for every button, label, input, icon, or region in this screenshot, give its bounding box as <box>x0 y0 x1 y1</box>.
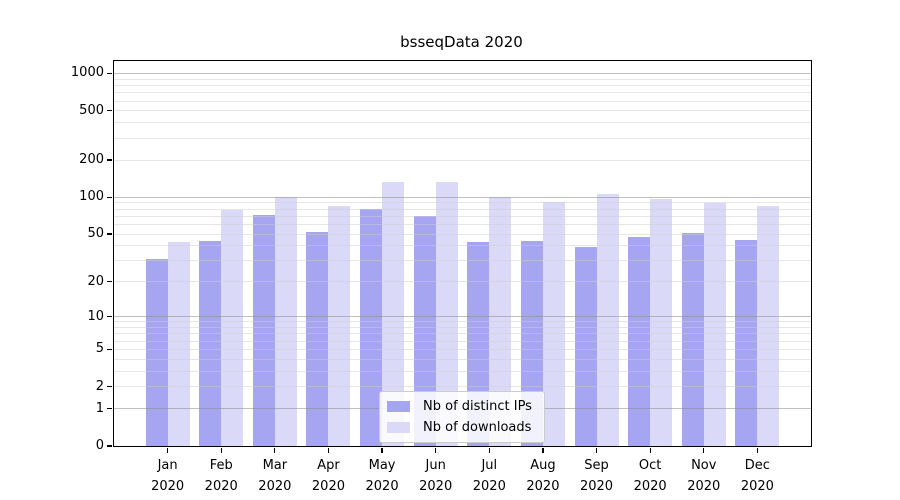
y-tick-label: 100 <box>79 189 104 205</box>
y-tick-mark <box>107 386 112 388</box>
y-tick-label: 0 <box>95 438 104 453</box>
x-tick-mark <box>274 447 276 453</box>
axes-layer: 1000 500 200 100 50 20 10 5 2 1 0 Jan 2020 Feb 2020 Mar… <box>71 61 811 494</box>
y-tick-mark <box>107 196 112 198</box>
x-tick-year: 2020 <box>365 479 399 494</box>
x-tick-year: 2020 <box>740 479 774 494</box>
y-tick-label: 2 <box>95 378 104 394</box>
x-tick-mark <box>327 447 330 453</box>
x-tick-year: 2020 <box>258 479 292 494</box>
x-tick-month: Apr <box>317 458 340 473</box>
bar-distinct-ips-mar <box>252 214 275 446</box>
y-tick-label: 50 <box>87 226 104 241</box>
y-tick-label: 200 <box>79 152 104 168</box>
y-tick-label: 500 <box>79 102 104 118</box>
y-tick-label: 20 <box>87 273 104 289</box>
x-tick-month: Jul <box>481 458 498 473</box>
x-tick-label: Nov 2020 <box>672 455 736 497</box>
bar-distinct-ips-jan <box>145 259 168 446</box>
bar-distinct-ips-nov <box>681 232 704 446</box>
x-tick-mark <box>595 447 598 453</box>
x-tick-mark <box>381 447 383 453</box>
x-tick-month: Aug <box>530 458 556 473</box>
x-tick-mark <box>542 447 544 453</box>
y-tick-mark <box>107 233 112 235</box>
legend: Nb of distinct IPs Nb of downloads <box>379 391 545 443</box>
y-tick-mark <box>107 159 112 161</box>
x-tick-month: Feb <box>209 458 233 473</box>
legend-swatch-distinct-ips-icon <box>387 401 410 412</box>
x-tick-month: Nov <box>691 458 717 473</box>
x-tick-year: 2020 <box>311 479 345 494</box>
bar-downloads-dec <box>757 206 780 446</box>
legend-item-distinct-ips: Nb of distinct IPs <box>387 396 532 417</box>
legend-label-distinct-ips: Nb of distinct IPs <box>423 399 532 414</box>
x-tick-mark <box>756 447 759 453</box>
y-tick-mark <box>107 316 112 318</box>
bar-distinct-ips-apr <box>306 231 329 446</box>
legend-swatch-downloads-icon <box>387 422 410 433</box>
bar-downloads-may <box>382 181 405 446</box>
x-tick-year: 2020 <box>687 479 721 494</box>
y-tick-mark <box>107 348 112 351</box>
x-tick-mark <box>435 447 437 453</box>
plot-area: 1000 500 200 100 50 20 10 5 2 1 0 Jan 2020 Feb 2020 Mar… <box>71 60 812 494</box>
bar-downloads-nov <box>703 202 726 446</box>
x-tick-month: Oct <box>638 458 662 473</box>
x-tick-month: Jun <box>425 458 446 473</box>
x-tick-label: May 2020 <box>350 455 414 497</box>
bar-distinct-ips-dec <box>735 239 758 446</box>
x-tick-year: 2020 <box>419 479 453 494</box>
x-tick-year: 2020 <box>151 479 185 494</box>
x-tick-mark <box>649 447 651 453</box>
x-tick-month: Dec <box>744 458 770 473</box>
y-tick-mark <box>107 281 112 283</box>
y-tick-label: 1 <box>95 400 104 416</box>
x-tick-year: 2020 <box>633 479 667 494</box>
x-tick-label: Oct 2020 <box>618 455 682 497</box>
bar-downloads-aug <box>542 202 565 446</box>
bar-downloads-sep <box>596 193 619 446</box>
y-tick-label: 1000 <box>70 65 104 81</box>
x-tick-month: Sep <box>584 458 609 473</box>
x-tick-month: May <box>368 458 396 473</box>
x-tick-year: 2020 <box>204 479 238 494</box>
x-tick-label: Dec 2020 <box>725 455 789 497</box>
bar-downloads-jun <box>435 181 458 446</box>
x-tick-label: Jul 2020 <box>457 455 521 497</box>
x-tick-mark <box>166 447 169 453</box>
legend-label-downloads: Nb of downloads <box>423 420 532 435</box>
bar-downloads-jan <box>167 241 190 446</box>
x-tick-label: Aug 2020 <box>511 455 575 497</box>
x-tick-label: Mar 2020 <box>243 455 307 497</box>
x-tick-year: 2020 <box>579 479 614 494</box>
y-tick-mark <box>107 72 112 75</box>
x-tick-mark <box>488 447 490 453</box>
y-tick-label: 5 <box>95 341 104 357</box>
x-tick-year: 2020 <box>472 479 506 494</box>
x-tick-label: Jun 2020 <box>404 455 468 497</box>
bar-distinct-ips-oct <box>628 237 651 446</box>
bar-distinct-ips-jun <box>413 216 436 446</box>
y-tick-mark <box>107 110 112 112</box>
x-tick-mark <box>220 447 222 453</box>
y-tick-mark <box>107 407 112 410</box>
x-tick-label: Apr 2020 <box>296 455 360 497</box>
bar-distinct-ips-sep <box>574 247 597 446</box>
bar-downloads-apr <box>328 205 351 446</box>
y-tick-label: 10 <box>87 308 104 324</box>
y-tick-mark <box>107 445 112 447</box>
legend-item-downloads: Nb of downloads <box>387 417 532 438</box>
x-tick-month: Mar <box>262 458 288 473</box>
x-tick-year: 2020 <box>526 479 560 494</box>
x-tick-mark <box>703 447 705 453</box>
x-tick-label: Sep 2020 <box>565 455 629 497</box>
bar-distinct-ips-feb <box>199 240 222 446</box>
x-tick-label: Feb 2020 <box>189 455 253 497</box>
chart-title: bsseqData 2020 <box>400 33 523 51</box>
x-tick-month: Jan <box>157 458 178 473</box>
x-tick-label: Jan 2020 <box>136 455 200 497</box>
